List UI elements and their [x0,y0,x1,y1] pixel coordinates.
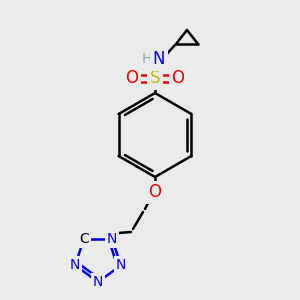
Text: H: H [142,52,152,66]
Text: O: O [148,183,161,201]
Text: N: N [107,232,117,246]
Text: C: C [79,232,89,246]
Text: O: O [172,69,184,87]
Text: O: O [125,69,139,87]
Text: N: N [93,275,103,289]
Text: S: S [150,69,160,87]
Text: N: N [153,50,165,68]
Text: N: N [70,258,80,272]
Text: N: N [116,258,126,272]
